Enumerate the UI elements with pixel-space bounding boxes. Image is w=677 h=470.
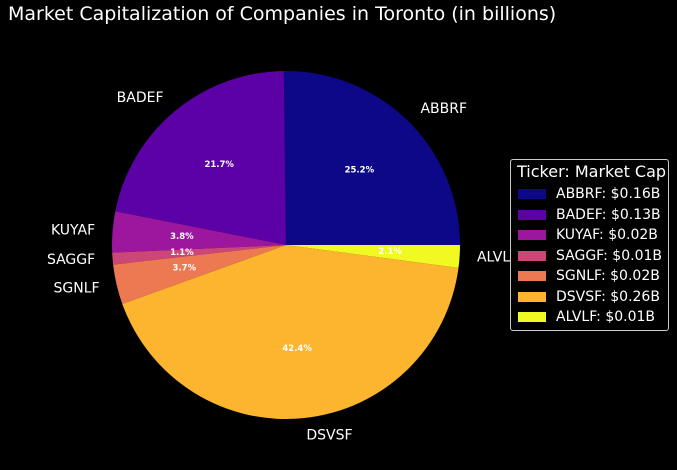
legend-item-alvlf: ALVLF: $0.01B xyxy=(517,307,668,328)
legend-label: KUYAF: $0.02B xyxy=(556,227,658,244)
legend-item-dsvsf: DSVSF: $0.26B xyxy=(517,287,668,308)
pie-percent-label-kuyaf: 3.8% xyxy=(170,232,194,242)
legend-label: SAGGF: $0.01B xyxy=(556,247,662,264)
legend-label: ABBRF: $0.16B xyxy=(556,186,661,203)
legend-swatch xyxy=(518,230,546,241)
pie-category-labels: ABBRF BADEF KUYAF SAGGF SGNLF DSVSF ALVLF xyxy=(47,90,518,443)
legend-item-kuyaf: KUYAF: $0.02B xyxy=(517,225,668,246)
pie-category-label-badef: BADEF xyxy=(117,90,164,106)
pie-category-label-saggf: SAGGF xyxy=(47,252,95,268)
legend-swatch xyxy=(518,291,546,302)
legend-items: ABBRF: $0.16B BADEF: $0.13B KUYAF: $0.02B S… xyxy=(517,184,668,328)
chart-legend: Ticker: Market Cap ABBRF: $0.16B BADEF: $… xyxy=(510,159,669,331)
pie-percent-label-badef: 21.7% xyxy=(204,160,234,170)
pie-category-label-alvlf: ALVLF xyxy=(477,250,518,266)
legend-item-abbrf: ABBRF: $0.16B xyxy=(517,184,668,205)
legend-swatch xyxy=(518,312,546,323)
pie-slice-saggf xyxy=(112,245,286,265)
pie-percent-label-sgnlf: 3.7% xyxy=(173,264,197,274)
legend-label: ALVLF: $0.01B xyxy=(556,309,656,326)
legend-item-saggf: SAGGF: $0.01B xyxy=(517,246,668,267)
legend-swatch xyxy=(518,189,546,200)
pie-percent-labels: 25.2% 21.7% 3.8% 1.1% 3.7% 42.4% 2.1% xyxy=(170,160,402,354)
legend-swatch xyxy=(518,271,546,282)
pie-percent-label-saggf: 1.1% xyxy=(170,248,194,258)
pie-percent-label-dsvsf: 42.4% xyxy=(282,344,312,354)
pie-slice-dsvsf xyxy=(122,245,459,419)
legend-label: BADEF: $0.13B xyxy=(556,206,661,223)
pie-percent-label-abbrf: 25.2% xyxy=(345,166,375,176)
legend-label: DSVSF: $0.26B xyxy=(556,288,660,305)
legend-swatch xyxy=(518,250,546,261)
pie-slice-sgnlf xyxy=(113,245,286,304)
pie-category-label-abbrf: ABBRF xyxy=(420,101,467,117)
pie-category-label-kuyaf: KUYAF xyxy=(51,223,95,239)
legend-label: SGNLF: $0.02B xyxy=(556,268,660,285)
pie-slice-kuyaf xyxy=(112,211,286,253)
pie-slices xyxy=(112,71,460,419)
pie-percent-label-alvlf: 2.1% xyxy=(378,247,402,257)
pie-category-label-dsvsf: DSVSF xyxy=(306,427,352,443)
pie-category-label-sgnlf: SGNLF xyxy=(54,281,100,297)
chart-title: Market Capitalization of Companies in To… xyxy=(8,3,557,25)
pie-slice-alvlf xyxy=(286,245,460,268)
legend-item-sgnlf: SGNLF: $0.02B xyxy=(517,266,668,287)
pie-slice-badef xyxy=(115,71,286,246)
pie-slice-abbrf xyxy=(283,71,460,245)
legend-swatch xyxy=(518,209,546,220)
legend-title: Ticker: Market Cap xyxy=(517,162,667,181)
legend-item-badef: BADEF: $0.13B xyxy=(517,205,668,226)
